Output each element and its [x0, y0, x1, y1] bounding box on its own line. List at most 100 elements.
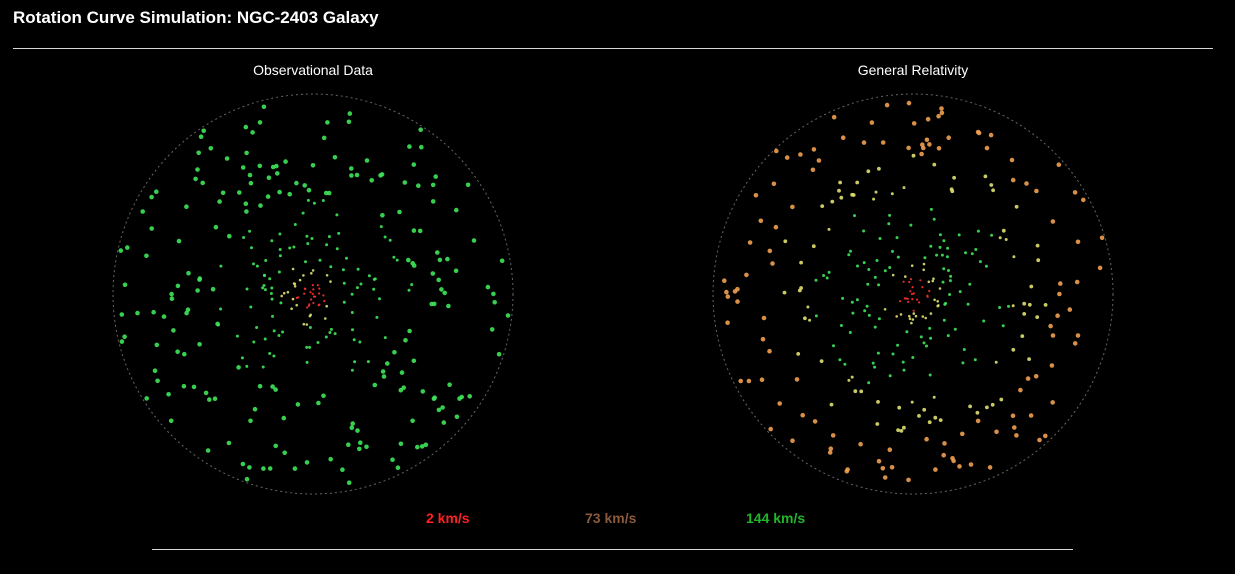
star-dot — [936, 146, 942, 151]
star-dot — [871, 361, 875, 365]
star-dot — [899, 313, 903, 316]
star-dot — [430, 182, 436, 188]
star-dot — [310, 272, 313, 275]
star-dot — [831, 114, 837, 120]
star-dot — [292, 466, 298, 471]
star-dot — [235, 334, 239, 338]
star-dot — [973, 358, 977, 362]
star-dot — [867, 313, 871, 317]
star-dot — [341, 268, 345, 272]
star-dot — [746, 378, 752, 384]
star-dot — [932, 277, 935, 280]
star-dot — [410, 418, 415, 424]
star-dot — [321, 393, 326, 399]
star-dot — [777, 401, 782, 406]
star-dot — [273, 443, 278, 449]
star-dot — [269, 292, 273, 295]
star-dot — [1020, 334, 1025, 338]
star-dot — [364, 444, 369, 450]
star-dot — [193, 176, 198, 182]
star-dot — [735, 286, 740, 292]
star-dot — [877, 317, 881, 321]
star-dot — [832, 344, 835, 348]
star-dot — [258, 203, 263, 208]
star-dot — [983, 174, 988, 179]
star-dot — [418, 127, 424, 132]
star-dot — [957, 464, 962, 469]
star-dot — [308, 326, 312, 329]
star-dot — [420, 389, 426, 394]
star-dot — [318, 292, 321, 295]
star-dot — [767, 348, 772, 354]
star-dot — [855, 298, 859, 302]
star-dot — [1055, 313, 1060, 318]
star-dot — [182, 351, 187, 357]
star-dot — [830, 199, 835, 204]
star-dot — [928, 326, 932, 330]
star-dot — [1043, 433, 1048, 439]
star-dot — [430, 271, 436, 276]
star-dot — [249, 305, 253, 309]
star-dot — [395, 465, 401, 471]
star-dot — [1036, 258, 1041, 263]
star-dot — [964, 251, 967, 255]
star-dot — [355, 286, 359, 290]
star-dot — [161, 314, 167, 319]
star-dot — [291, 267, 295, 271]
star-dot — [927, 142, 932, 147]
star-dot — [909, 223, 913, 227]
star-dot — [950, 189, 955, 194]
star-dot — [921, 145, 926, 151]
star-dot — [220, 190, 226, 196]
star-dot — [982, 319, 986, 323]
star-dot — [873, 365, 877, 369]
star-dot — [861, 140, 867, 145]
star-dot — [301, 211, 305, 215]
star-dot — [946, 135, 951, 140]
star-dot — [932, 217, 936, 221]
star-dot — [268, 277, 272, 281]
star-dot — [311, 284, 314, 287]
legend-low-speed: 2 km/s — [426, 510, 470, 526]
star-dot — [867, 268, 871, 271]
star-dot — [910, 321, 913, 325]
star-dot — [306, 306, 309, 309]
star-dot — [820, 204, 825, 208]
star-dot — [790, 204, 795, 210]
star-dot — [902, 280, 905, 283]
star-dot — [925, 344, 928, 348]
star-dot — [208, 146, 214, 151]
star-dot — [436, 407, 442, 413]
star-dot — [310, 298, 313, 301]
star-dot — [261, 104, 267, 110]
star-dot — [725, 294, 731, 299]
star-dot — [859, 389, 864, 394]
star-dot — [369, 178, 375, 183]
star-dot — [910, 400, 914, 404]
star-dot — [873, 275, 877, 279]
star-dot — [279, 301, 283, 305]
star-dot — [810, 167, 816, 173]
star-dot — [288, 246, 292, 250]
star-dot — [877, 166, 881, 171]
star-dot — [924, 316, 927, 320]
star-dot — [356, 267, 360, 271]
star-dot — [392, 350, 397, 355]
star-dot — [944, 301, 948, 305]
star-dot — [841, 296, 845, 300]
star-dot — [312, 301, 315, 305]
star-dot — [1001, 324, 1005, 328]
star-dot — [896, 343, 900, 347]
star-dot — [877, 283, 881, 287]
star-dot — [261, 365, 265, 369]
star-dot — [346, 442, 351, 448]
star-dot — [242, 236, 246, 239]
star-dot — [882, 475, 888, 480]
star-dot — [825, 276, 829, 280]
star-dot — [379, 172, 385, 177]
star-dot — [149, 226, 154, 231]
star-dot — [911, 318, 915, 321]
star-dot — [1024, 181, 1029, 186]
star-dot — [302, 322, 306, 326]
star-dot — [1033, 374, 1039, 379]
